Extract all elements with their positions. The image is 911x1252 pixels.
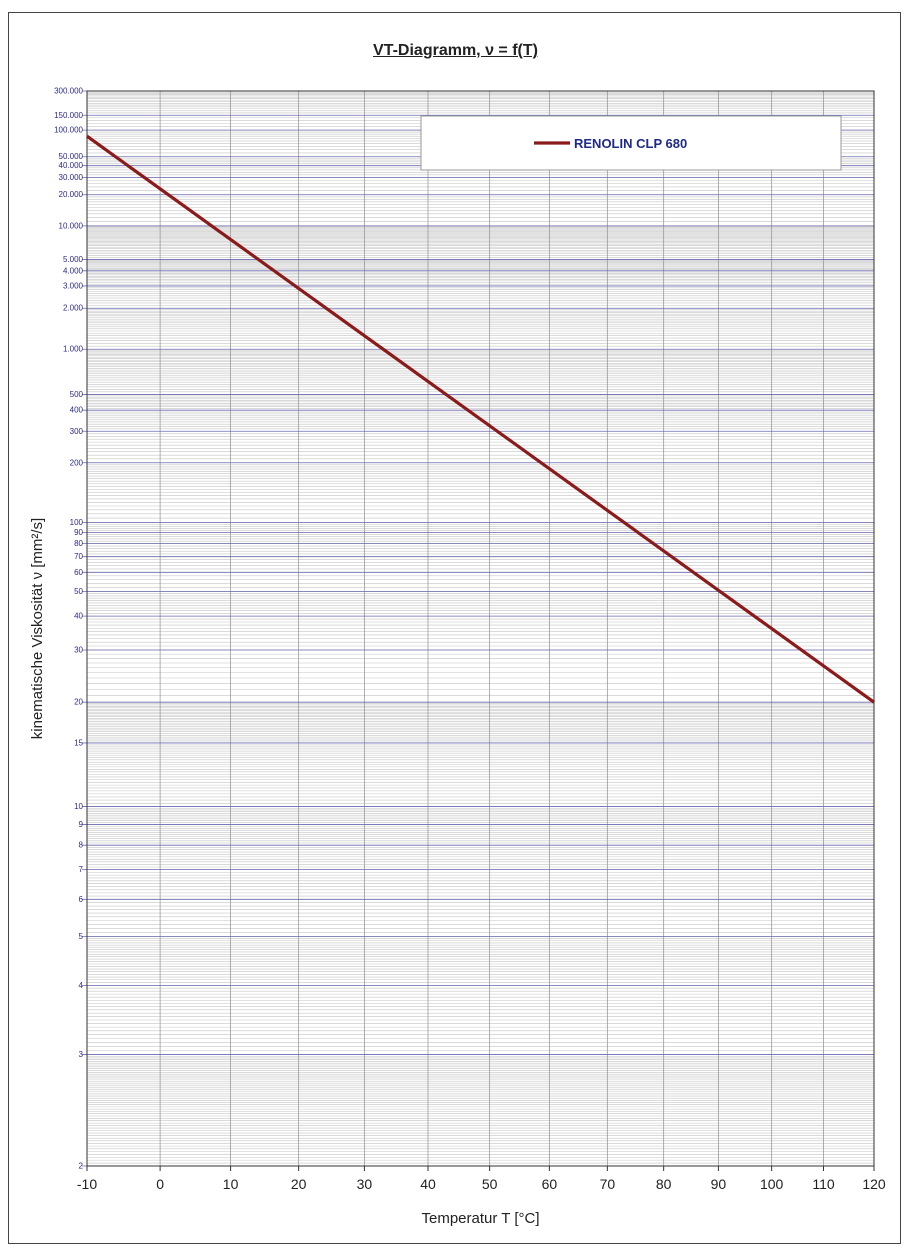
x-tick-label: 110 bbox=[812, 1176, 835, 1192]
x-tick-label: 0 bbox=[156, 1176, 164, 1192]
x-tick-label: 120 bbox=[862, 1176, 886, 1192]
y-tick-label: 1.000 bbox=[63, 345, 84, 354]
legend-label: RENOLIN CLP 680 bbox=[574, 136, 687, 151]
y-tick-label: 60 bbox=[74, 568, 83, 577]
y-tick-label: 100 bbox=[70, 518, 84, 527]
y-tick-label: 50.000 bbox=[59, 152, 84, 161]
x-tick-label: 10 bbox=[223, 1176, 239, 1192]
y-tick-label: 40 bbox=[74, 612, 83, 621]
y-tick-label: 300 bbox=[70, 427, 84, 436]
y-tick-label: 40.000 bbox=[59, 161, 84, 170]
y-tick-label: 20.000 bbox=[59, 190, 84, 199]
chart-title: VT-Diagramm, ν = f(T) bbox=[373, 42, 538, 59]
y-tick-label: 3.000 bbox=[63, 281, 84, 290]
y-tick-label: 70 bbox=[74, 552, 83, 561]
y-tick-label: 30.000 bbox=[59, 173, 84, 182]
x-tick-label: 60 bbox=[542, 1176, 558, 1192]
x-tick-label: 100 bbox=[760, 1176, 784, 1192]
y-tick-label: 4 bbox=[79, 981, 84, 990]
y-tick-label: 9 bbox=[79, 820, 84, 829]
y-axis-title: kinematische Viskosität ν [mm²/s] bbox=[29, 518, 46, 739]
y-tick-label: 100.000 bbox=[54, 126, 83, 135]
y-tick-label: 7 bbox=[79, 865, 84, 874]
y-tick-label: 10 bbox=[74, 802, 83, 811]
y-tick-label: 200 bbox=[70, 458, 84, 467]
x-tick-label: -10 bbox=[77, 1176, 97, 1192]
y-tick-label: 4.000 bbox=[63, 266, 84, 275]
y-tick-label: 90 bbox=[74, 528, 83, 537]
y-tick-label: 80 bbox=[74, 539, 83, 548]
x-axis-title: Temperatur T [°C] bbox=[422, 1210, 540, 1227]
x-tick-label: 40 bbox=[420, 1176, 436, 1192]
y-tick-label: 30 bbox=[74, 645, 83, 654]
x-tick-label: 90 bbox=[711, 1176, 727, 1192]
series-line-0 bbox=[86, 134, 875, 704]
x-tick-label: 80 bbox=[656, 1176, 672, 1192]
y-tick-label: 6 bbox=[79, 895, 84, 904]
y-tick-label: 2 bbox=[79, 1162, 84, 1171]
y-tick-label: 150.000 bbox=[54, 111, 83, 120]
y-tick-label: 15 bbox=[74, 738, 83, 747]
y-tick-label: 3 bbox=[79, 1050, 84, 1059]
legend-box bbox=[420, 115, 842, 171]
y-tick-label: 500 bbox=[70, 390, 84, 399]
y-tick-label: 10.000 bbox=[59, 221, 84, 230]
x-tick-label: 30 bbox=[357, 1176, 373, 1192]
y-tick-label: 300.000 bbox=[54, 87, 83, 96]
y-tick-label: 8 bbox=[79, 841, 84, 850]
x-tick-label: 70 bbox=[600, 1176, 616, 1192]
y-tick-label: 2.000 bbox=[63, 304, 84, 313]
grid-lines bbox=[82, 90, 875, 1167]
x-tick-label: 20 bbox=[291, 1176, 307, 1192]
legend: RENOLIN CLP 680 bbox=[420, 115, 842, 171]
y-tick-label: 400 bbox=[70, 406, 84, 415]
y-tick-label: 20 bbox=[74, 698, 83, 707]
y-tick-label: 5.000 bbox=[63, 255, 84, 264]
x-tick-label: 50 bbox=[482, 1176, 498, 1192]
x-tick-labels: -10 0 10 20 30 40 50 60 70 80 90 100 110 120 bbox=[77, 1176, 886, 1192]
plot-border bbox=[86, 90, 875, 1167]
y-tick-label: 5 bbox=[79, 932, 84, 941]
y-tick-label: 50 bbox=[74, 587, 83, 596]
